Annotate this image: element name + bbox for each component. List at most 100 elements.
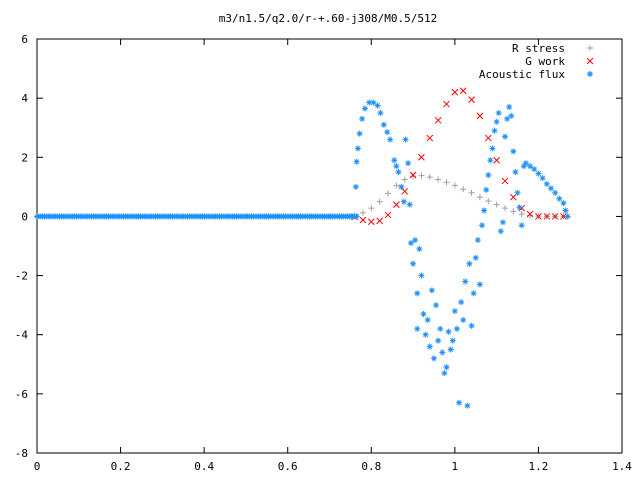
data-point xyxy=(506,104,513,111)
data-point xyxy=(380,121,387,128)
legend-marker xyxy=(587,45,593,51)
data-point xyxy=(409,171,417,179)
data-point xyxy=(385,190,391,197)
data-point xyxy=(479,222,486,229)
data-point xyxy=(435,176,442,183)
data-point xyxy=(476,112,484,120)
data-point xyxy=(456,399,463,406)
data-point xyxy=(518,222,525,229)
data-point xyxy=(437,325,444,332)
data-point xyxy=(539,174,546,181)
data-point xyxy=(551,213,559,220)
data-point xyxy=(400,198,407,205)
data-point xyxy=(560,200,567,207)
data-point xyxy=(453,325,460,332)
data-point xyxy=(522,160,529,167)
data-point xyxy=(495,109,502,116)
data-point xyxy=(401,176,408,183)
data-point xyxy=(418,172,425,179)
data-point xyxy=(367,218,375,226)
plot-frame xyxy=(36,38,623,454)
data-point xyxy=(483,186,490,193)
data-point xyxy=(552,189,559,196)
data-point xyxy=(489,145,496,152)
data-point xyxy=(526,210,534,218)
data-point xyxy=(504,115,511,122)
data-point xyxy=(414,290,421,297)
data-point xyxy=(493,201,500,208)
data-point xyxy=(458,299,465,306)
data-point xyxy=(395,169,402,176)
data-point xyxy=(460,316,467,323)
data-point xyxy=(485,172,492,179)
data-point xyxy=(451,88,459,96)
x-tick-label: 0.8 xyxy=(361,460,381,473)
data-point xyxy=(426,134,434,142)
data-point xyxy=(426,343,433,350)
data-point xyxy=(441,370,448,377)
data-point xyxy=(468,322,475,329)
x-tick-label: 0.6 xyxy=(278,460,298,473)
data-point xyxy=(493,156,500,164)
data-point xyxy=(352,183,359,190)
data-point xyxy=(443,100,450,108)
data-point xyxy=(406,201,413,208)
y-tick-label: -6 xyxy=(15,388,28,401)
data-point xyxy=(459,87,467,95)
x-tick-label: 1.2 xyxy=(528,460,548,473)
data-point xyxy=(470,290,477,297)
data-point xyxy=(508,112,515,119)
data-point xyxy=(368,205,375,212)
data-point xyxy=(543,213,551,220)
data-point xyxy=(443,364,450,371)
x-tick-label: 1 xyxy=(452,460,459,473)
y-tick-label: 2 xyxy=(21,151,28,164)
data-point xyxy=(370,99,377,106)
data-point xyxy=(510,148,517,155)
data-point xyxy=(518,211,525,218)
data-point xyxy=(487,157,494,164)
data-point xyxy=(497,228,504,235)
data-point xyxy=(426,174,433,181)
data-point xyxy=(410,173,417,180)
series-layer xyxy=(34,87,571,409)
data-point xyxy=(445,328,452,335)
data-point xyxy=(410,260,417,267)
data-point xyxy=(391,157,398,164)
data-point xyxy=(398,183,405,190)
data-point xyxy=(353,213,360,220)
data-point xyxy=(502,133,508,140)
y-tick-label: 0 xyxy=(21,210,28,223)
data-point xyxy=(491,127,498,134)
data-point xyxy=(499,219,506,226)
legend-label: R stress xyxy=(512,42,565,55)
data-point xyxy=(447,346,454,353)
data-point xyxy=(460,186,467,193)
data-point xyxy=(422,331,429,338)
legend-marker xyxy=(586,57,594,65)
chart-title: m3/n1.5/q2.0/r-+.60-j308/M0.5/512 xyxy=(219,12,438,25)
data-point xyxy=(416,245,423,252)
data-point xyxy=(556,195,563,202)
data-point xyxy=(418,153,425,161)
data-point xyxy=(493,118,500,125)
data-point xyxy=(535,213,542,220)
data-point xyxy=(531,166,538,173)
series-r-stress xyxy=(351,172,567,220)
data-point xyxy=(468,96,475,103)
legend-marker xyxy=(587,71,593,77)
y-tick-label: 6 xyxy=(21,33,28,46)
data-point xyxy=(359,209,366,216)
data-point xyxy=(501,177,509,185)
data-point xyxy=(376,217,383,225)
data-point xyxy=(418,272,425,279)
data-point xyxy=(512,169,519,176)
data-point xyxy=(401,187,409,195)
data-point xyxy=(484,134,492,142)
series-g-work xyxy=(351,87,567,226)
data-point xyxy=(377,109,384,116)
data-point xyxy=(562,207,569,214)
y-tick-label: 4 xyxy=(21,92,28,105)
data-point xyxy=(476,194,483,201)
